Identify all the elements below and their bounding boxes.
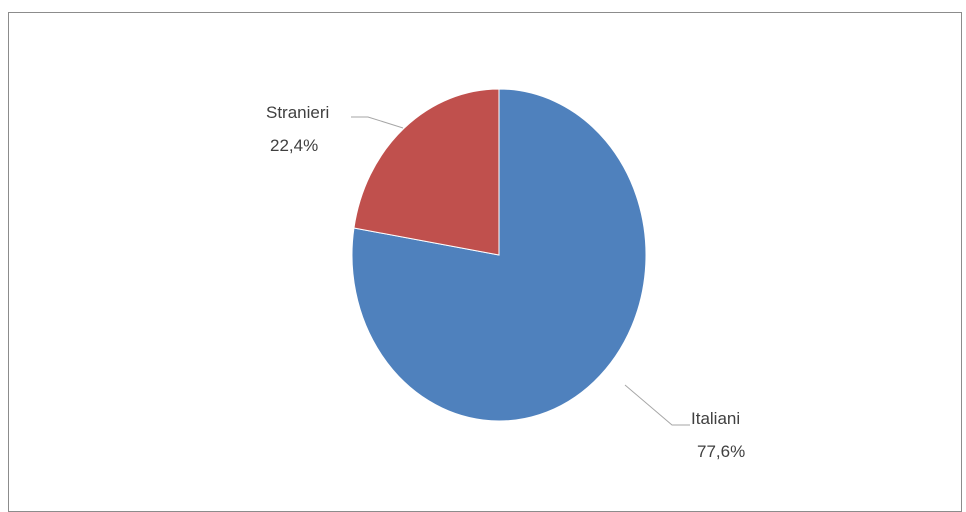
slice-label-italiani-name: Italiani xyxy=(691,409,740,428)
slice-label-stranieri-value: 22,4% xyxy=(270,136,318,155)
leader-line-italiani xyxy=(624,384,690,426)
pie-slice-stranieri xyxy=(353,88,500,256)
slice-label-stranieri-name: Stranieri xyxy=(266,103,329,122)
leader-line-stranieri xyxy=(351,116,404,129)
slice-label-italiani-value: 77,6% xyxy=(697,442,745,461)
slices-layer xyxy=(351,88,647,422)
labels-layer: Italiani 77,6% Stranieri 22,4% xyxy=(266,103,745,461)
